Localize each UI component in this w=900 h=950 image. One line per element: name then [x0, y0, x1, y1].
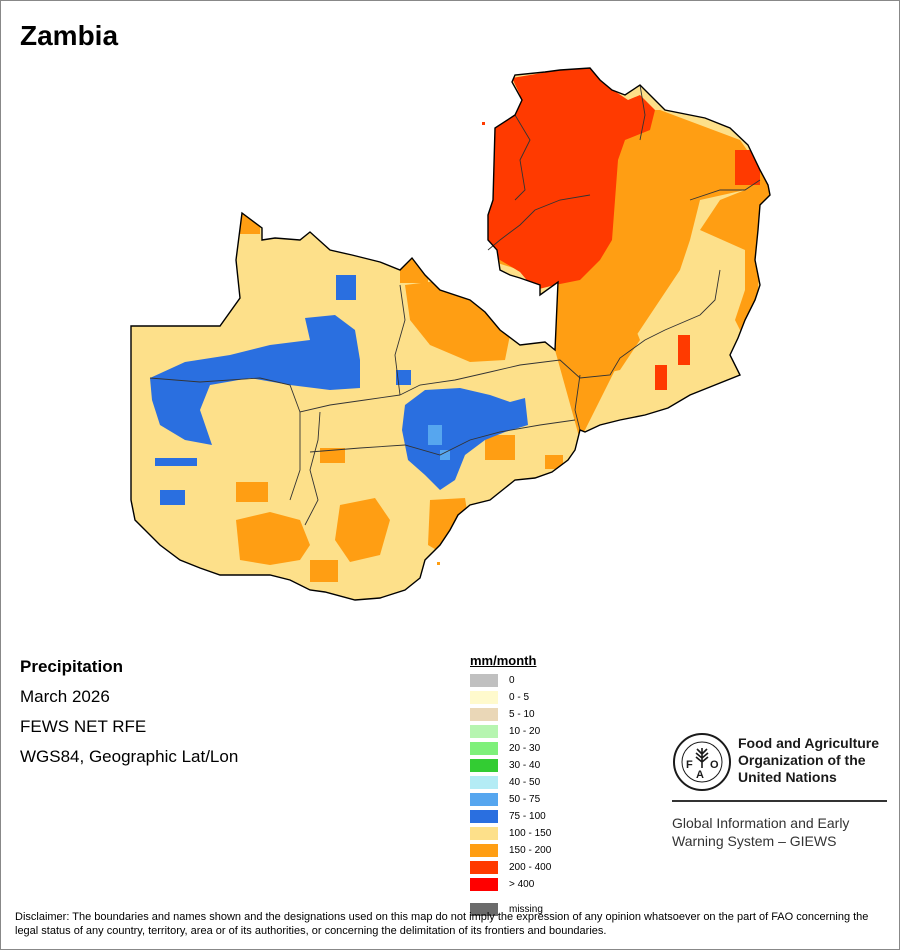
legend-swatch: [470, 759, 498, 772]
rainfall-150-200-southeast: [428, 498, 470, 555]
rainfall-200-400-north: [488, 68, 655, 290]
rainfall-50-75-patch-b: [440, 450, 450, 460]
rainfall-150-200-central: [405, 280, 510, 362]
legend-swatch: [470, 691, 498, 704]
fao-logo-letter-o: O: [710, 759, 719, 771]
organization-name: Food and Agriculture Organization of the…: [738, 735, 879, 786]
legend-label: 30 - 40: [509, 760, 541, 771]
rainfall-150-200-north-patch: [400, 255, 428, 283]
rainfall-150-200-patch-d: [320, 448, 345, 463]
org-line-3: United Nations: [738, 769, 837, 785]
legend-item: 30 - 40: [470, 757, 551, 774]
legend-label: 75 - 100: [509, 811, 546, 822]
legend-swatch: [470, 903, 498, 916]
legend-item: 20 - 30: [470, 740, 551, 757]
map-speck: [482, 122, 485, 125]
legend-item: 10 - 20: [470, 723, 551, 740]
rainfall-75-100-patch-a: [396, 370, 411, 385]
source-label: FEWS NET RFE: [20, 717, 147, 736]
legend-label: 100 - 150: [509, 828, 552, 839]
fao-logo-icon: F A O: [673, 733, 731, 791]
legend-item: missing: [470, 901, 551, 918]
fao-logo-letter-a: A: [696, 769, 704, 781]
legend-swatch: [470, 776, 498, 789]
legend-swatch: [470, 810, 498, 823]
legend-label: missing: [509, 904, 543, 915]
giews-label: Global Information and Early Warning Sys…: [672, 814, 849, 850]
fao-logo-letter-f: F: [686, 759, 693, 771]
rainfall-200-400-se-patch-2: [655, 365, 667, 390]
legend-item: 75 - 100: [470, 808, 551, 825]
legend-label: > 400: [509, 879, 535, 890]
legend-item: 5 - 10: [470, 706, 551, 723]
rainfall-150-200-muchinga: [555, 290, 640, 380]
legend-item: 0 - 5: [470, 689, 551, 706]
legend-swatch: [470, 844, 498, 857]
period-label: March 2026: [20, 687, 110, 706]
legend: 0 0 - 5 5 - 10 10 - 20 20 - 30 30 - 40 40 - 50…: [470, 672, 551, 918]
rainfall-75-100-nw-patch: [336, 275, 356, 300]
giews-line-2: Warning System – GIEWS: [672, 833, 837, 849]
variable-label: Precipitation: [20, 657, 123, 676]
giews-line-1: Global Information and Early: [672, 815, 850, 831]
rainfall-150-200-patch-c: [485, 435, 515, 460]
legend-label: 5 - 10: [509, 709, 535, 720]
legend-item: 50 - 75: [470, 791, 551, 808]
legend-label: 200 - 400: [509, 862, 552, 873]
legend-label: 0 - 5: [509, 692, 530, 703]
rainfall-150-200-patch-e: [545, 455, 563, 469]
legend-label: 50 - 75: [509, 794, 541, 805]
legend-unit: mm/month: [470, 653, 537, 668]
org-divider: [672, 800, 887, 802]
legend-item: 200 - 400: [470, 859, 551, 876]
rainfall-150-200-south: [335, 498, 390, 562]
legend-swatch: [470, 725, 498, 738]
rainfall-75-100-patch-c: [155, 458, 197, 466]
province-boundaries: [149, 84, 761, 526]
rainfall-150-200-patch-a: [236, 482, 268, 502]
legend-swatch: [470, 793, 498, 806]
legend-label: 0: [509, 675, 515, 686]
rainfall-50-75-patch-a: [428, 425, 442, 445]
legend-item: 0: [470, 672, 551, 689]
legend-label: 10 - 20: [509, 726, 541, 737]
org-line-1: Food and Agriculture: [738, 735, 880, 751]
org-line-2: Organization of the: [738, 752, 866, 768]
legend-label: 20 - 30: [509, 743, 541, 754]
legend-label: 40 - 50: [509, 777, 541, 788]
legend-item: > 400: [470, 876, 551, 893]
map-title: Zambia: [20, 20, 119, 51]
precipitation-map: [130, 67, 771, 601]
legend-swatch: [470, 827, 498, 840]
projection-label: WGS84, Geographic Lat/Lon: [20, 747, 239, 766]
legend-swatch: [470, 674, 498, 687]
legend-swatch: [470, 861, 498, 874]
rainfall-200-400-east-patch: [735, 150, 760, 185]
legend-swatch: [470, 708, 498, 721]
rainfall-150-200-southwest: [236, 512, 310, 565]
legend-swatch: [470, 742, 498, 755]
legend-item: 100 - 150: [470, 825, 551, 842]
map-speck: [437, 562, 440, 565]
rainfall-75-100-west: [150, 315, 360, 445]
disclaimer: Disclaimer: The boundaries and names sho…: [15, 911, 869, 937]
rainfall-150-200-patch-b: [310, 560, 338, 582]
legend-item: 150 - 200: [470, 842, 551, 859]
rainfall-150-200-nw-patch: [240, 212, 260, 234]
legend-item: 40 - 50: [470, 774, 551, 791]
rainfall-75-100-central: [402, 388, 528, 490]
rainfall-200-400-se-patch: [678, 335, 690, 365]
legend-swatch: [470, 878, 498, 891]
rainfall-75-100-patch-b: [160, 490, 185, 505]
legend-label: 150 - 200: [509, 845, 552, 856]
